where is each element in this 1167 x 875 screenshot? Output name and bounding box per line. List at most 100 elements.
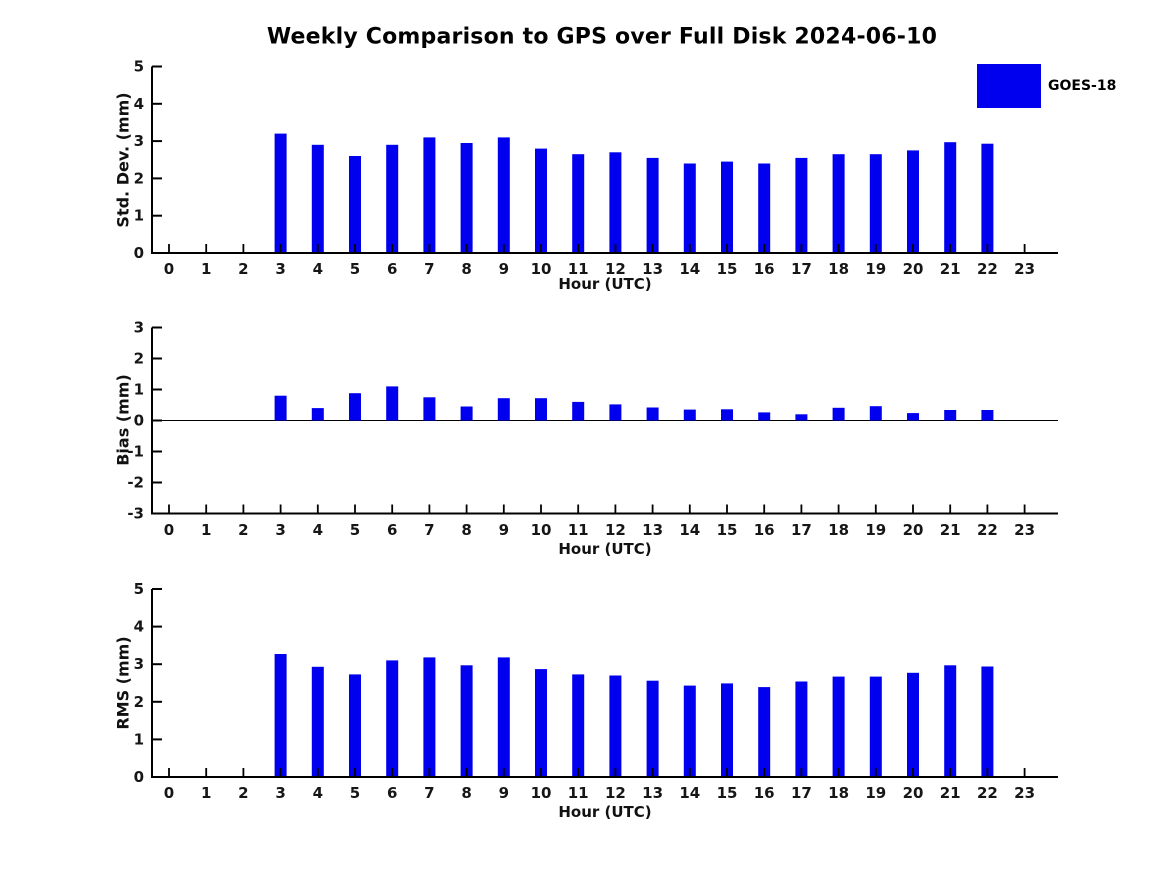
x-tick-label: 17 xyxy=(791,260,812,278)
x-tick-label: 13 xyxy=(642,521,663,539)
bar-hour-12 xyxy=(609,404,622,421)
x-tick-label: 6 xyxy=(387,521,397,539)
x-tick-label: 20 xyxy=(903,521,924,539)
x-tick-label: 11 xyxy=(568,784,589,802)
x-tick-label: 3 xyxy=(275,260,285,278)
x-tick-label: 10 xyxy=(531,521,552,539)
y-tick-label: 1 xyxy=(134,730,144,748)
bar-hour-4 xyxy=(311,408,324,421)
bar-hour-7 xyxy=(423,657,436,777)
bar-hour-15 xyxy=(721,161,733,253)
x-tick-label: 19 xyxy=(865,784,886,802)
x-tick-label: 8 xyxy=(461,521,471,539)
bar-hour-10 xyxy=(535,148,547,253)
bar-hour-5 xyxy=(349,156,361,253)
x-tick-label: 10 xyxy=(531,784,552,802)
y-tick-label: -2 xyxy=(127,474,144,492)
bar-hour-5 xyxy=(349,393,361,421)
x-tick-label: 7 xyxy=(424,784,434,802)
x-tick-label: 9 xyxy=(499,260,509,278)
bar-hour-17 xyxy=(795,157,808,253)
bar-hour-15 xyxy=(721,409,733,421)
bar-hour-14 xyxy=(683,685,696,777)
x-tick-label: 20 xyxy=(903,784,924,802)
x-tick-label: 4 xyxy=(313,784,323,802)
bar-hour-16 xyxy=(758,412,771,421)
bar-hour-20 xyxy=(907,150,919,253)
y-tick-label: 3 xyxy=(134,655,144,673)
y-tick-label: 0 xyxy=(134,768,144,786)
bar-hour-3 xyxy=(274,395,287,421)
bar-hour-18 xyxy=(832,407,845,421)
y-tick-label: -3 xyxy=(127,505,144,523)
y-tick-label: 1 xyxy=(134,381,144,399)
bar-hour-22 xyxy=(981,410,994,421)
bar-hour-21 xyxy=(944,142,957,253)
x-tick-label: 12 xyxy=(605,521,626,539)
x-tick-label: 6 xyxy=(387,784,397,802)
x-tick-label: 18 xyxy=(828,521,849,539)
x-tick-label: 0 xyxy=(164,784,174,802)
x-tick-label: 13 xyxy=(642,260,663,278)
bar-hour-21 xyxy=(944,665,957,777)
x-tick-label: 18 xyxy=(828,784,849,802)
x-tick-label: 5 xyxy=(350,260,360,278)
x-tick-label: 16 xyxy=(754,260,775,278)
bar-hour-18 xyxy=(832,676,845,777)
x-tick-label: 19 xyxy=(865,521,886,539)
x-tick-label: 20 xyxy=(903,260,924,278)
x-tick-label: 2 xyxy=(238,784,248,802)
x-tick-label: 5 xyxy=(350,784,360,802)
xlabel-rms: Hour (UTC) xyxy=(558,803,652,821)
bar-hour-8 xyxy=(460,665,473,777)
x-tick-label: 2 xyxy=(238,260,248,278)
x-tick-label: 23 xyxy=(1014,784,1035,802)
x-tick-label: 1 xyxy=(201,521,211,539)
bar-hour-6 xyxy=(386,144,399,253)
legend-swatch-goes18 xyxy=(977,64,1041,108)
x-tick-label: 8 xyxy=(461,260,471,278)
y-tick-label: 2 xyxy=(134,693,144,711)
xlabel-bias: Hour (UTC) xyxy=(558,540,652,558)
bar-hour-12 xyxy=(609,152,622,253)
bar-hour-8 xyxy=(460,406,473,421)
x-tick-label: 17 xyxy=(791,784,812,802)
y-tick-label: -1 xyxy=(127,443,144,461)
x-tick-label: 21 xyxy=(940,260,961,278)
x-tick-label: 7 xyxy=(424,260,434,278)
x-tick-label: 3 xyxy=(275,521,285,539)
y-tick-label: 5 xyxy=(134,580,144,598)
bar-hour-9 xyxy=(497,398,510,421)
x-tick-label: 5 xyxy=(350,521,360,539)
x-tick-label: 22 xyxy=(977,521,998,539)
ylabel-stddev: Std. Dev. (mm) xyxy=(113,92,133,228)
x-tick-label: 9 xyxy=(499,521,509,539)
x-tick-label: 10 xyxy=(531,260,552,278)
x-tick-label: 2 xyxy=(238,521,248,539)
x-tick-label: 16 xyxy=(754,521,775,539)
y-tick-label: 4 xyxy=(134,95,144,113)
bar-hour-16 xyxy=(758,163,771,253)
x-tick-label: 22 xyxy=(977,784,998,802)
x-tick-label: 12 xyxy=(605,784,626,802)
bar-hour-11 xyxy=(572,401,585,421)
y-tick-label: 0 xyxy=(134,412,144,430)
y-tick-label: 3 xyxy=(134,319,144,337)
bar-hour-5 xyxy=(349,674,361,777)
bar-hour-19 xyxy=(869,406,882,421)
y-tick-label: 0 xyxy=(134,244,144,262)
x-tick-label: 16 xyxy=(754,784,775,802)
y-tick-label: 4 xyxy=(134,618,144,636)
bar-hour-7 xyxy=(423,397,436,421)
bar-hour-22 xyxy=(981,666,994,777)
bar-hour-21 xyxy=(944,410,957,421)
xlabel-stddev: Hour (UTC) xyxy=(558,275,652,293)
bar-hour-11 xyxy=(572,154,585,253)
bar-hour-15 xyxy=(721,683,733,777)
bar-hour-20 xyxy=(907,672,919,777)
bar-hour-4 xyxy=(311,144,324,253)
bar-hour-8 xyxy=(460,143,473,253)
x-tick-label: 9 xyxy=(499,784,509,802)
bar-hour-13 xyxy=(646,680,659,777)
